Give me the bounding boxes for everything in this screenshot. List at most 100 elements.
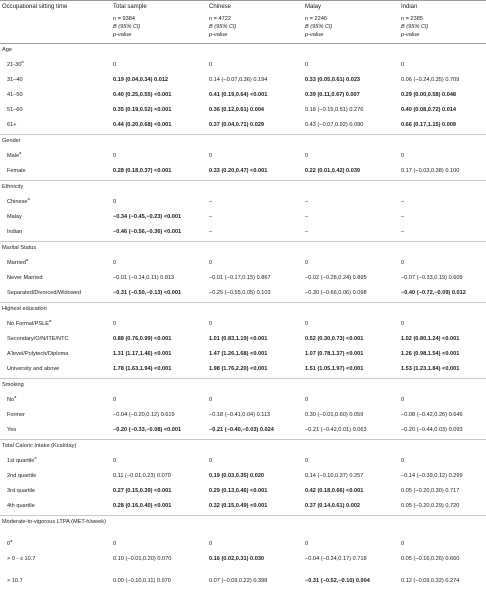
estimate-cell: – — [207, 211, 303, 226]
estimate-cell: 0.06 (−0.24,0.35) 0.709 — [399, 74, 486, 89]
section-row: Highest education — [0, 303, 486, 319]
estimate-cell: 0.36 (0.12,0.61) 0.004 — [207, 104, 303, 119]
estimate-cell: −0.31 (−0.52,−0.10) 0.004 — [303, 575, 399, 590]
section-label: Gender — [0, 135, 111, 151]
estimate-cell: −0.04 (−0.20,0.12) 0.619 — [111, 409, 207, 424]
estimate-cell: 0.40 (0.08,0.72) 0.014 — [399, 104, 486, 119]
group-header: Indian — [399, 1, 486, 17]
row-label: 31–40 — [0, 74, 111, 89]
estimate-cell: 0 — [207, 538, 303, 553]
row-label: Noa — [0, 394, 111, 409]
estimate-cell: −0.08 (−0.42,0.26) 0.646 — [399, 409, 486, 424]
group-header: Total sample — [111, 1, 207, 17]
reference-marker: a — [26, 257, 28, 262]
estimate-cell: – — [207, 226, 303, 242]
estimate-cell: −0.18 (−0.41,0.04) 0.113 — [207, 409, 303, 424]
estimate-cell: −0.01 (−0.14,0.11) 0.813 — [111, 272, 207, 287]
estimate-cell: −0.30 (−0.66,0.06) 0.098 — [303, 287, 399, 303]
estimate-cell: −0.46 (−0.56,−0.36) <0.001 — [111, 226, 207, 242]
estimate-cell: 0.28 (0.18,0.37) <0.001 — [111, 165, 207, 181]
section-label: Marital Status — [0, 242, 111, 258]
section-row: Marital Status — [0, 242, 486, 258]
stat-label: B (95% CI) — [303, 24, 399, 32]
stat-label: B (95% CI) — [399, 24, 486, 32]
estimate-cell: 0.22 (0.01,0.42) 0.039 — [303, 165, 399, 181]
estimate-cell: 0.29 (0.13,0.46) <0.001 — [207, 485, 303, 500]
estimate-cell: 0 — [111, 257, 207, 272]
reference-marker: a — [21, 59, 23, 64]
estimate-cell: 0.52 (0.30,0.73) <0.001 — [303, 333, 399, 348]
estimate-cell: 0.28 (0.16,0.40) <0.001 — [111, 500, 207, 516]
estimate-cell: 0 — [399, 59, 486, 74]
pvalue-label: p-value — [303, 32, 399, 44]
estimate-cell: 0.18 (−0.15,0.51) 0.276 — [303, 104, 399, 119]
reference-marker: a — [19, 150, 21, 155]
estimate-cell: 0.32 (0.15,0.49) <0.001 — [207, 500, 303, 516]
estimate-cell: 0.14 (−0.10,0.37) 0.257 — [303, 470, 399, 485]
estimate-cell: – — [303, 196, 399, 211]
estimate-cell: 0.41 (0.19,0.64) <0.001 — [207, 89, 303, 104]
estimate-cell: −0.20 (−0.33,−0.08) <0.001 — [111, 424, 207, 440]
sample-size: n = 2246 — [303, 16, 399, 24]
estimate-cell: 0 — [399, 394, 486, 409]
estimate-cell: 0 — [399, 150, 486, 165]
section-label: Highest education — [0, 303, 111, 319]
table-row: Yes−0.20 (−0.33,−0.08) <0.001−0.21 (−0.4… — [0, 424, 486, 440]
section-row: Ethnicity — [0, 181, 486, 197]
estimate-cell: 0.27 (0.15,0.39) <0.001 — [111, 485, 207, 500]
section-row: Moderate-to-vigorous LTPA (MET-h/week) — [0, 516, 486, 539]
estimate-cell: – — [303, 226, 399, 242]
estimate-cell: 0.39 (0.11,0.67) 0.007 — [303, 89, 399, 104]
section-label: Age — [0, 44, 111, 60]
estimate-cell: 0.10 (−0.01,0.20) 0.070 — [111, 553, 207, 575]
section-label: Total Caloric Intake (Kcal/day) — [0, 440, 111, 456]
table-row: Never Married−0.01 (−0.14,0.11) 0.813−0.… — [0, 272, 486, 287]
estimate-cell: −0.31 (−0.50,−0.13) <0.001 — [111, 287, 207, 303]
estimate-cell: 0.37 (0.14,0.61) 0.002 — [303, 500, 399, 516]
estimate-cell: 0.30 (−0.01,0.60) 0.059 — [303, 409, 399, 424]
estimate-cell: 0 — [111, 318, 207, 333]
estimate-cell: 1.02 (0.80,1.24) <0.001 — [399, 333, 486, 348]
estimate-cell: – — [399, 196, 486, 211]
estimate-cell: −0.02 (−0.28,0.24) 0.895 — [303, 272, 399, 287]
table-header: Occupational sitting time Total sample C… — [0, 1, 486, 44]
pvalue-label: p-value — [111, 32, 207, 44]
row-label: 3rd quartile — [0, 485, 111, 500]
estimate-cell: 0 — [207, 59, 303, 74]
row-label: > 10.7 — [0, 575, 111, 590]
estimate-cell: 0 — [111, 394, 207, 409]
section-row: Total Caloric Intake (Kcal/day) — [0, 440, 486, 456]
estimate-cell: – — [399, 226, 486, 242]
estimate-cell: 0 — [303, 318, 399, 333]
section-row: Gender — [0, 135, 486, 151]
table-row: Malay−0.34 (−0.45,−0.23) <0.001––– — [0, 211, 486, 226]
estimate-cell: 0.33 (0.20,0.47) <0.001 — [207, 165, 303, 181]
estimate-cell: – — [399, 211, 486, 226]
estimate-cell: 0 — [111, 538, 207, 553]
sample-size: n = 2385 — [399, 16, 486, 24]
row-label: 4th quartile — [0, 500, 111, 516]
estimate-cell: 1.53 (1.23,1.84) <0.001 — [399, 363, 486, 379]
row-label: Indian — [0, 226, 111, 242]
estimate-cell: −0.07 (−0.33,0.19) 0.609 — [399, 272, 486, 287]
pvalue-label: p-value — [399, 32, 486, 44]
estimate-cell: – — [303, 211, 399, 226]
estimate-cell: 0 — [303, 59, 399, 74]
row-label: 21-30a — [0, 59, 111, 74]
estimate-cell: 1.01 (0.83,1.19) <0.001 — [207, 333, 303, 348]
row-label: 41–50 — [0, 89, 111, 104]
estimate-cell: 1.31 (1.17,1.46) <0.001 — [111, 348, 207, 363]
row-label: A'level/Polytech/Diploma — [0, 348, 111, 363]
estimate-cell: 0.88 (0.76,0.99) <0.001 — [111, 333, 207, 348]
estimate-cell: 0 — [399, 538, 486, 553]
